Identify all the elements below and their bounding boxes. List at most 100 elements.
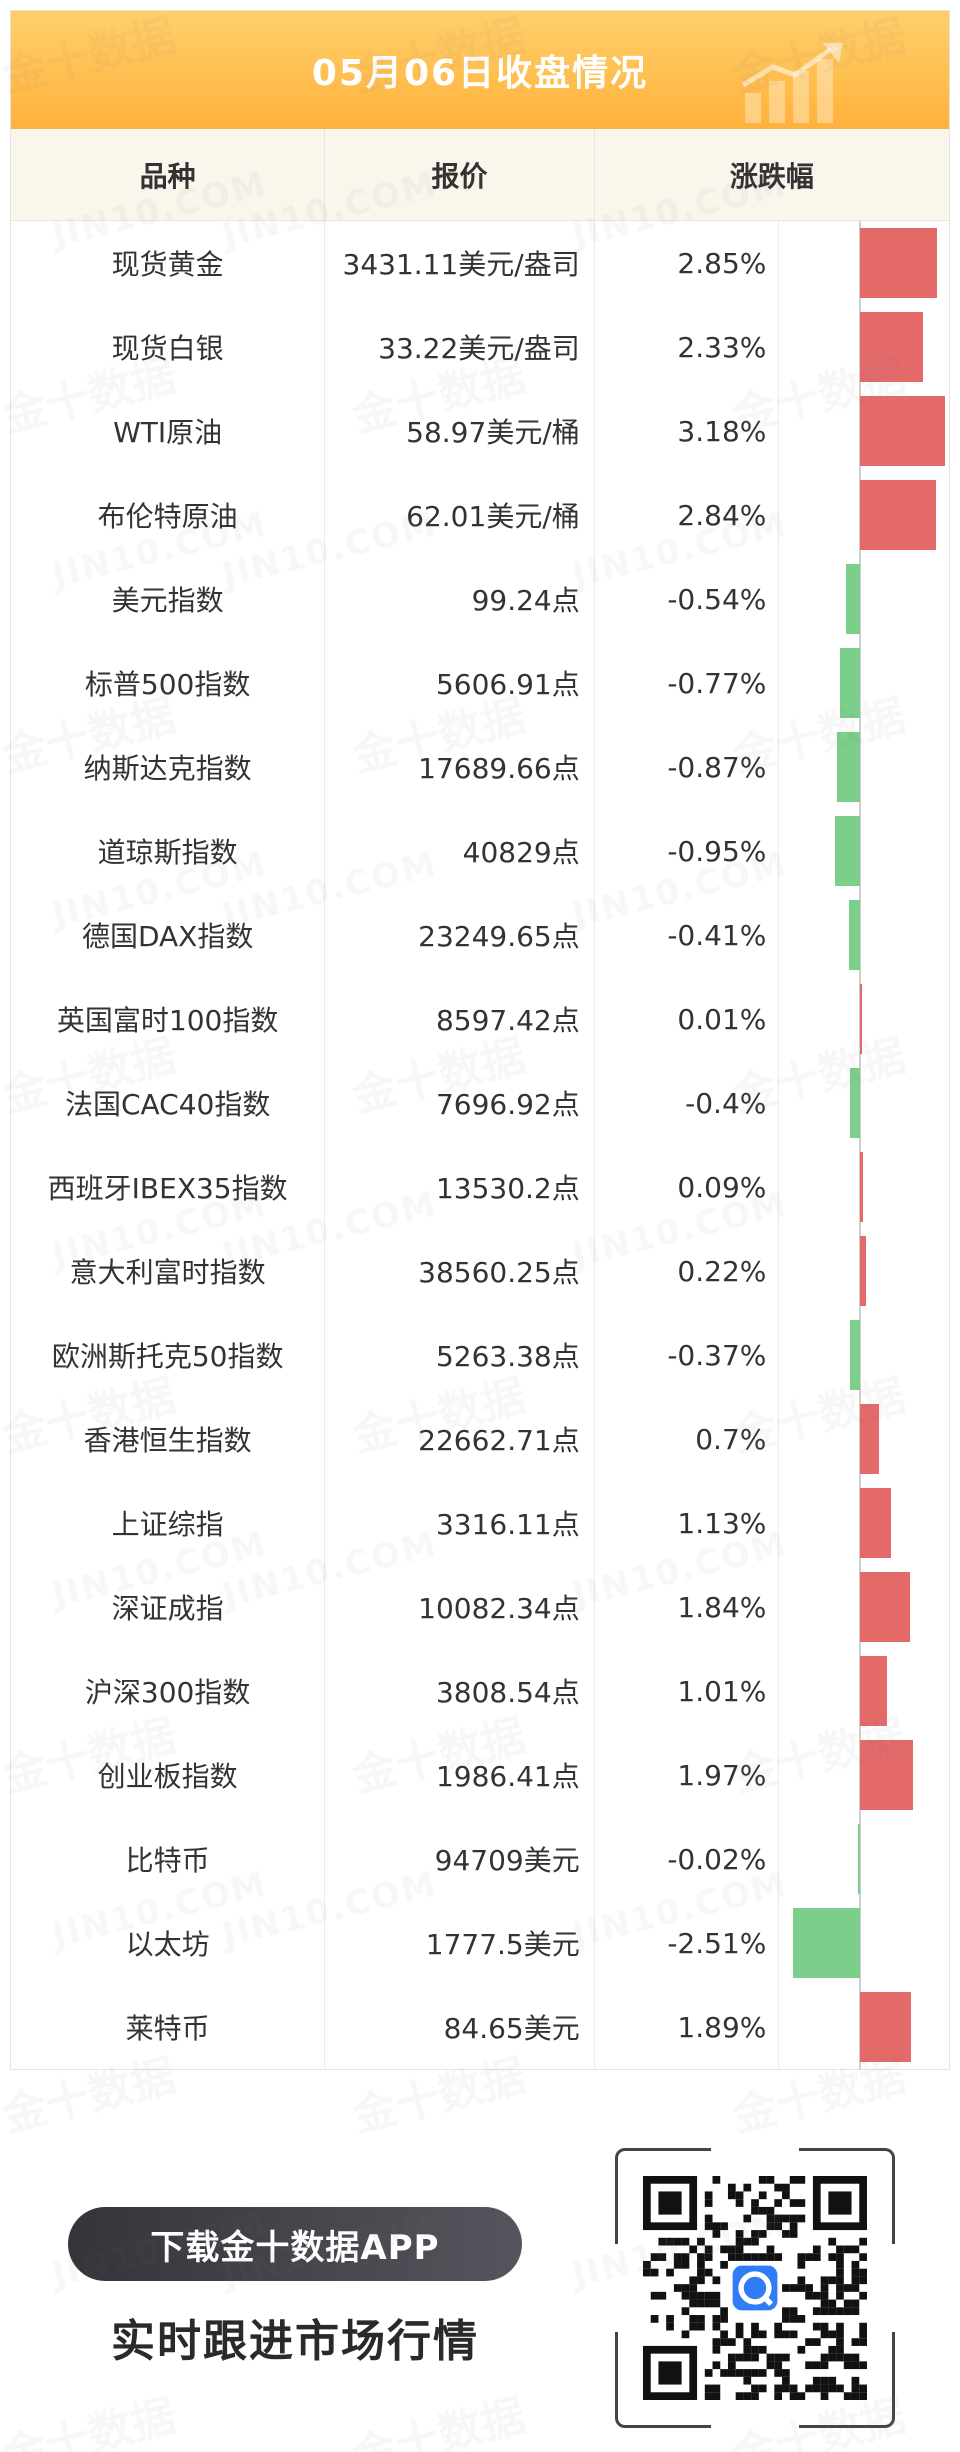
change-bar-cell [779, 1313, 949, 1397]
gain-bar [860, 480, 937, 550]
page-title: 05月06日收盘情况 [311, 52, 649, 94]
change-bar-cell [779, 1145, 949, 1229]
table-row: 道琼斯指数 40829点 -0.95% [11, 809, 949, 893]
change-percent: -0.4% [595, 1061, 780, 1145]
instrument-price: 40829点 [325, 809, 595, 893]
instrument-price: 84.65美元 [325, 1985, 595, 2069]
gain-bar [860, 396, 946, 466]
change-percent: -0.37% [595, 1313, 780, 1397]
change-percent: 1.84% [595, 1565, 780, 1649]
table-row: 以太坊 1777.5美元 -2.51% [11, 1901, 949, 1985]
change-percent: 1.89% [595, 1985, 780, 2069]
gain-bar [860, 1740, 914, 1810]
loss-bar [837, 732, 861, 802]
instrument-price: 3431.11美元/盎司 [325, 221, 595, 305]
change-percent: 1.13% [595, 1481, 780, 1565]
instrument-price: 3808.54点 [325, 1649, 595, 1733]
change-bar-cell [779, 893, 949, 977]
change-bar-cell [779, 1985, 949, 2069]
table-row: 布伦特原油 62.01美元/桶 2.84% [11, 473, 949, 557]
instrument-name: 标普500指数 [11, 641, 326, 725]
instrument-price: 7696.92点 [325, 1061, 595, 1145]
zero-line [859, 809, 862, 893]
change-percent: -0.02% [595, 1817, 780, 1901]
loss-bar [839, 648, 861, 718]
instrument-name: 美元指数 [11, 557, 326, 641]
table-row: 现货白银 33.22美元/盎司 2.33% [11, 305, 949, 389]
instrument-price: 5606.91点 [325, 641, 595, 725]
change-bar-cell [779, 473, 949, 557]
change-bar-cell [779, 1733, 949, 1817]
download-app-button[interactable]: 下载金十数据APP [68, 2207, 522, 2281]
table-row: 比特币 94709美元 -0.02% [11, 1817, 949, 1901]
change-percent: -0.41% [595, 893, 780, 977]
instrument-name: 莱特币 [11, 1985, 326, 2069]
instrument-price: 13530.2点 [325, 1145, 595, 1229]
change-percent: 0.09% [595, 1145, 780, 1229]
instrument-name: WTI原油 [11, 389, 326, 473]
instrument-price: 3316.11点 [325, 1481, 595, 1565]
change-percent: 2.33% [595, 305, 780, 389]
loss-bar [845, 564, 861, 634]
instrument-price: 22662.71点 [325, 1397, 595, 1481]
change-bar-cell [779, 389, 949, 473]
instrument-name: 法国CAC40指数 [11, 1061, 326, 1145]
change-percent: -2.51% [595, 1901, 780, 1985]
change-bar-cell [779, 1649, 949, 1733]
gain-bar [860, 1488, 891, 1558]
change-bar-cell [779, 1565, 949, 1649]
column-header-name: 品种 [11, 129, 326, 220]
instrument-name: 欧洲斯托克50指数 [11, 1313, 326, 1397]
gain-bar [860, 1992, 911, 2062]
table-row: 意大利富时指数 38560.25点 0.22% [11, 1229, 949, 1313]
loss-bar [849, 1068, 861, 1138]
instrument-name: 创业板指数 [11, 1733, 326, 1817]
footer: 下载金十数据APP 实时跟进市场行情 [0, 2100, 960, 2452]
column-header-change: 涨跌幅 [729, 159, 814, 193]
instrument-price: 38560.25点 [325, 1229, 595, 1313]
change-bar-cell [779, 1397, 949, 1481]
zero-line [859, 1313, 862, 1397]
change-percent: 2.84% [595, 473, 780, 557]
loss-bar [850, 1320, 861, 1390]
instrument-name: 现货黄金 [11, 221, 326, 305]
change-bar-cell [779, 641, 949, 725]
gain-bar [860, 1572, 910, 1642]
instrument-name: 深证成指 [11, 1565, 326, 1649]
instrument-price: 62.01美元/桶 [325, 473, 595, 557]
gain-bar [860, 1236, 867, 1306]
change-bar-cell [779, 725, 949, 809]
change-bar-cell [779, 1481, 949, 1565]
closing-table-card: 05月06日收盘情况 品种 报价 涨跌幅 现货黄金 3431.11美元/盎司 2.8… [10, 10, 950, 2070]
instrument-name: 西班牙IBEX35指数 [11, 1145, 326, 1229]
instrument-price: 1986.41点 [325, 1733, 595, 1817]
instrument-price: 23249.65点 [325, 893, 595, 977]
change-percent: -0.87% [595, 725, 780, 809]
zero-line [859, 725, 862, 809]
qr-code-icon[interactable] [643, 2176, 867, 2400]
gain-bar [860, 1656, 888, 1726]
change-bar-cell [779, 977, 949, 1061]
instrument-price: 17689.66点 [325, 725, 595, 809]
instrument-name: 纳斯达克指数 [11, 725, 326, 809]
table-body: 现货黄金 3431.11美元/盎司 2.85% 现货白银 33.22美元/盎司 2.33%… [11, 221, 949, 2069]
table-row: 现货黄金 3431.11美元/盎司 2.85% [11, 221, 949, 305]
change-bar-cell [779, 557, 949, 641]
instrument-price: 99.24点 [325, 557, 595, 641]
instrument-price: 10082.34点 [325, 1565, 595, 1649]
instrument-name: 上证综指 [11, 1481, 326, 1565]
zero-line [859, 1061, 862, 1145]
gain-bar [860, 1152, 863, 1222]
change-bar-cell [779, 809, 949, 893]
table-row: 西班牙IBEX35指数 13530.2点 0.09% [11, 1145, 949, 1229]
change-bar-cell [779, 305, 949, 389]
instrument-name: 比特币 [11, 1817, 326, 1901]
table-row: 上证综指 3316.11点 1.13% [11, 1481, 949, 1565]
loss-bar [849, 900, 861, 970]
change-percent: 3.18% [595, 389, 780, 473]
instrument-price: 94709美元 [325, 1817, 595, 1901]
table-row: 纳斯达克指数 17689.66点 -0.87% [11, 725, 949, 809]
change-percent: -0.77% [595, 641, 780, 725]
zero-line [859, 1817, 862, 1901]
table-row: 沪深300指数 3808.54点 1.01% [11, 1649, 949, 1733]
